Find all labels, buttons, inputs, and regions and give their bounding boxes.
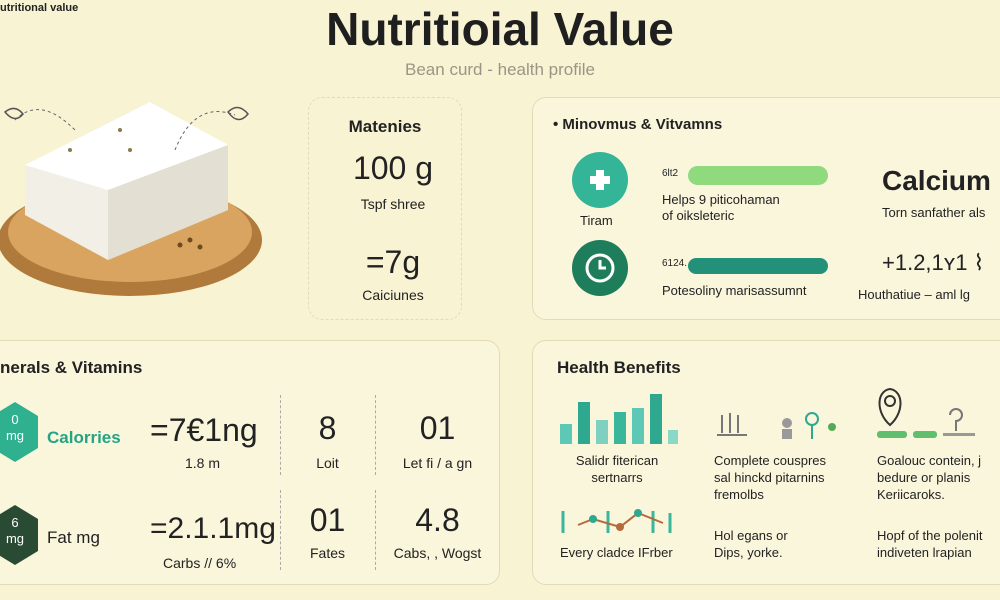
row-name: Fat mg [47,528,100,547]
row-text: Potesoliny marisassumnt [662,283,807,298]
protein-caption: Caiciunes [362,287,424,303]
badge-line: mg [5,428,25,443]
tofu-illustration [0,102,262,296]
text-line: Complete couspres [714,453,826,468]
vitamins-panel [0,340,500,585]
col2-caption: Loit [316,455,339,471]
benefits-panel [532,340,1000,585]
row-text: Helps 9 piticohaman of oiksleteric [662,192,780,224]
text-line: Dips, yorke. [714,545,783,560]
col3-caption: Let fi / a gn [402,455,473,471]
benefit-text: Complete couspres sal hinckd pitarnins fre… [714,452,826,503]
bars-icon [560,394,678,444]
divider [280,395,281,475]
col3-value: 4.8 [415,502,460,538]
badge-text: 0 mg [0,412,30,444]
row-value: =2.1.1mg [150,512,276,545]
text-line: Hopf of the polenit [877,528,983,543]
badge-text: 6 mg [0,515,30,547]
col2-caption: Fates [309,545,345,561]
text-line: fremolbs [714,487,764,502]
text-line: sertnarrs [591,470,643,485]
text-line: bedure or planis [877,470,971,485]
divider [280,490,281,570]
highlight-value: +1.2,1ʏ1 ⌇ [882,250,985,275]
plus-icon [572,152,628,208]
benefit-text: Goalouc contein, j bedure or planis Keriic… [877,452,981,503]
row-bar [688,166,828,185]
col3-caption: Cabs, , Wogst [393,545,482,561]
row-code: 6124. [662,258,688,269]
row-code: 6lt2 [662,168,679,179]
text-line: Salidr fiterican [575,453,659,468]
text-line: Keriicaroks. [877,487,945,502]
divider [375,490,376,570]
badge-line: 6 [11,515,19,530]
benefit-text: Salidr fiterican sertnarrs [552,452,682,486]
clock-icon [572,240,628,296]
subtitle: Bean curd - health profile [405,60,595,79]
serving-card [308,97,462,320]
badge [0,402,38,462]
text-line: Hol egans or [714,528,788,543]
col3-value: 01 [419,410,456,446]
amount: 100 g [352,150,434,186]
line-icon [561,509,672,533]
row-name: Calorries [47,428,121,447]
text-line: sal hinckd pitarnins [714,470,825,485]
amount-caption: Tspf shree [360,196,426,212]
badge-line: mg [5,531,25,546]
highlight-caption: Torn sanfather als [882,205,986,220]
benefit-text: Every cladce IFrber [560,545,673,560]
text-line: Helps 9 piticohaman [662,192,780,207]
row-value-caption: Carbs // 6% [163,555,237,571]
col2-value: 8 [318,410,337,446]
badge-line: 0 [11,412,19,427]
text-line: of oiksleteric [662,208,735,223]
row-value-caption: 1.8 m [185,455,221,471]
col2-value: 01 [309,502,346,538]
row-bar [688,258,828,274]
benefit-text: Hopf of the polenit indiveten lrapian [877,527,983,561]
divider [375,395,376,475]
panel-title: Health Benefits [557,358,681,377]
card-title: Matenies [348,117,422,136]
card-title: • Minovmus & Vitvamns [553,116,723,133]
page-title: Nutritioial Value [326,3,674,55]
benefit-text: Hol egans or Dips, yorke. [714,527,788,561]
corner-label: utritional value [0,2,79,14]
protein: =7g [365,244,421,280]
panel-title: nerals & Vitamins [0,358,143,377]
people-icon [717,412,836,439]
card-title-text: Minovmus & Vitvamns [562,116,723,133]
pin-icon [877,387,975,438]
text-line: indiveten lrapian [877,545,972,560]
highlight: Calcium [882,165,991,196]
highlight-value-caption: Houthatiue – aml lg [858,287,971,302]
icon-label: Tiram [580,213,613,228]
badge [0,505,38,565]
text-line: Goalouc contein, j [877,453,982,468]
row-value: =7€1ng [150,412,258,448]
